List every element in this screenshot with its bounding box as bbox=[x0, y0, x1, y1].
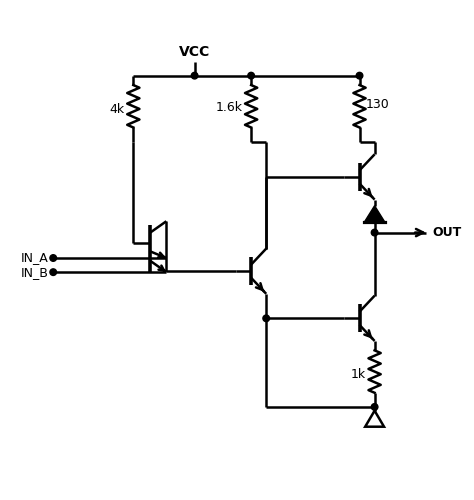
Circle shape bbox=[263, 315, 270, 322]
Text: 1k: 1k bbox=[351, 368, 366, 382]
Text: 130: 130 bbox=[366, 98, 390, 112]
Text: IN_B: IN_B bbox=[21, 266, 48, 278]
Polygon shape bbox=[364, 206, 385, 222]
Circle shape bbox=[371, 404, 378, 410]
Text: VCC: VCC bbox=[179, 45, 210, 59]
Text: OUT: OUT bbox=[433, 226, 462, 239]
Circle shape bbox=[371, 230, 378, 236]
Circle shape bbox=[50, 254, 56, 262]
Circle shape bbox=[356, 72, 363, 79]
Circle shape bbox=[50, 269, 56, 276]
Text: 1.6k: 1.6k bbox=[216, 101, 243, 114]
Text: IN_A: IN_A bbox=[21, 252, 48, 264]
Text: 4k: 4k bbox=[109, 103, 125, 116]
Circle shape bbox=[248, 72, 255, 79]
Polygon shape bbox=[365, 410, 384, 426]
Circle shape bbox=[191, 72, 198, 79]
